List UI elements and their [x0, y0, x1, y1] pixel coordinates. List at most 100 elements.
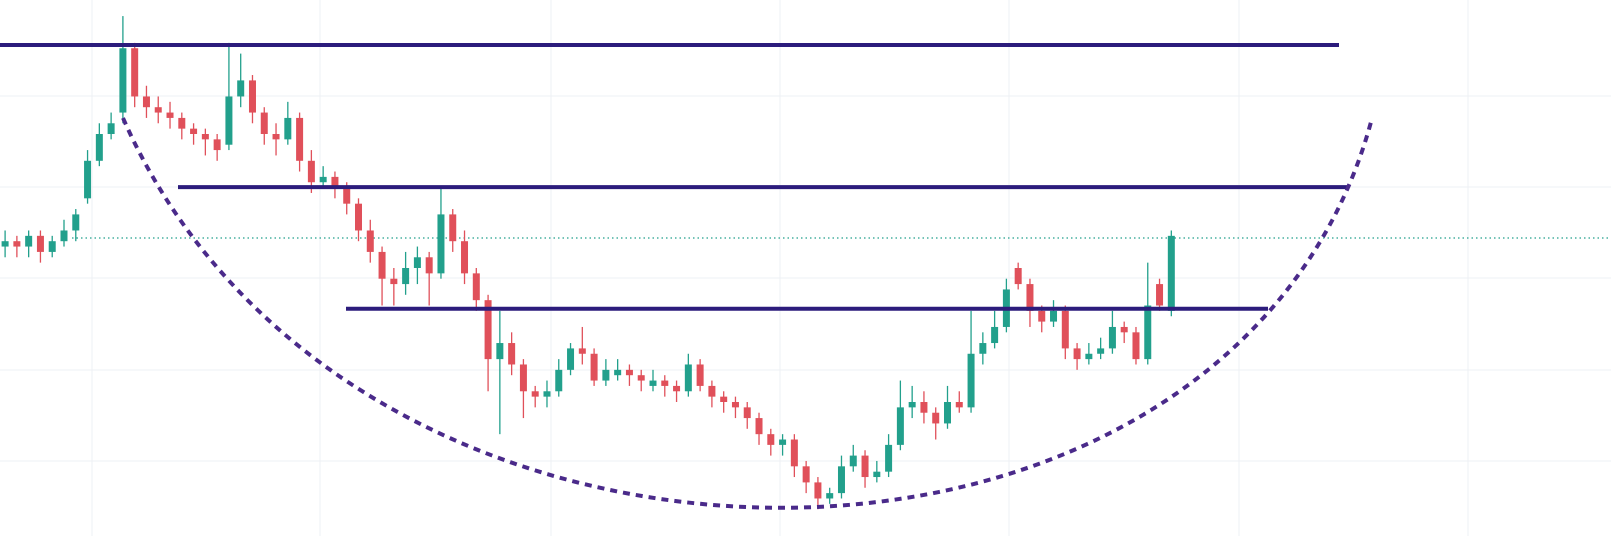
candle-body: [95, 134, 103, 161]
candle-body: [461, 241, 469, 274]
candle-body: [72, 214, 80, 231]
candle-body: [484, 300, 492, 360]
candle-body: [555, 369, 563, 392]
candle-body: [673, 385, 681, 392]
candle-body: [272, 134, 280, 140]
candle-body: [590, 353, 598, 381]
candle-body: [437, 214, 445, 274]
candle-body: [413, 257, 421, 268]
candle-body: [84, 160, 92, 199]
candle-body: [25, 235, 33, 247]
candle-body: [614, 369, 622, 376]
candle-body: [944, 402, 951, 424]
candle-body: [1108, 326, 1116, 349]
candle-body: [767, 434, 775, 445]
candle-body: [1132, 332, 1140, 360]
candle-body: [519, 364, 527, 392]
candle-body: [908, 402, 916, 408]
candle-body: [932, 412, 940, 424]
candle-body: [178, 117, 186, 129]
candle-body: [355, 203, 362, 231]
marks: [0, 16, 1347, 510]
candle-body: [13, 241, 21, 247]
candle-body: [508, 343, 516, 365]
candle-body: [637, 375, 645, 381]
candle-body: [1038, 310, 1046, 322]
candle-body: [1061, 310, 1069, 349]
candle-body: [1073, 348, 1081, 360]
candle-body: [873, 471, 881, 478]
candle-body: [390, 278, 398, 285]
candle-body: [402, 268, 410, 285]
candle-body: [472, 273, 480, 301]
candle-body: [343, 187, 351, 204]
candle-body: [237, 80, 245, 97]
candle-body: [1120, 326, 1128, 333]
candle-body: [920, 402, 928, 413]
candle-body: [955, 402, 963, 408]
candle-body: [60, 230, 68, 242]
candle-body: [696, 364, 704, 386]
candle-body: [190, 128, 198, 134]
candle-body: [1050, 310, 1058, 322]
candle-body: [1, 241, 9, 247]
candle-body: [154, 107, 162, 113]
candle-body: [201, 134, 209, 140]
candle-body: [826, 493, 834, 499]
candle-body: [260, 112, 268, 134]
candle-body: [166, 112, 174, 118]
candle-body: [1144, 305, 1152, 360]
candle-body: [567, 348, 575, 370]
candle-body: [1014, 268, 1022, 285]
candle-body: [802, 466, 810, 483]
candle-body: [296, 117, 304, 161]
cup-curve: [121, 117, 1373, 510]
candle-body: [1085, 353, 1093, 360]
candle-body: [896, 407, 904, 445]
candle-body: [991, 326, 999, 344]
candle-body: [319, 176, 327, 183]
candle-body: [107, 123, 115, 134]
candle-body: [743, 407, 751, 419]
candle-body: [967, 353, 975, 408]
candle-body: [979, 343, 987, 354]
candle-body: [48, 241, 56, 252]
candle-body: [284, 117, 292, 140]
candle-body: [885, 444, 893, 472]
candle-body: [720, 396, 728, 402]
candle-body: [814, 482, 822, 499]
candle-body: [142, 96, 150, 108]
candle-body: [837, 466, 845, 494]
candle-body: [731, 402, 739, 408]
candle-body: [119, 48, 127, 113]
candle-body: [496, 343, 504, 360]
candle-body: [1026, 284, 1034, 311]
candle-body: [213, 139, 221, 151]
candle-body: [602, 369, 610, 381]
candle-body: [684, 364, 692, 392]
candle-body: [307, 160, 315, 183]
candle-body: [649, 380, 657, 386]
candle-body: [578, 348, 586, 354]
candle-body: [790, 439, 798, 467]
candle-body: [131, 48, 139, 97]
candle-body: [661, 380, 669, 386]
candle-body: [708, 385, 716, 397]
candle-body: [861, 455, 869, 478]
candle-body: [366, 230, 374, 252]
candle-body: [531, 391, 539, 397]
candle-body: [248, 80, 256, 113]
candle-body: [1167, 235, 1175, 311]
candle-body: [449, 214, 457, 242]
candle-body: [779, 439, 787, 445]
candle-body: [36, 235, 44, 252]
candle-body: [1097, 348, 1105, 354]
candle-body: [849, 455, 857, 467]
candle-body: [378, 251, 386, 279]
candle-body: [225, 96, 233, 145]
candle-body: [1156, 284, 1164, 306]
candle-body: [625, 369, 633, 376]
candle-body: [543, 391, 551, 397]
